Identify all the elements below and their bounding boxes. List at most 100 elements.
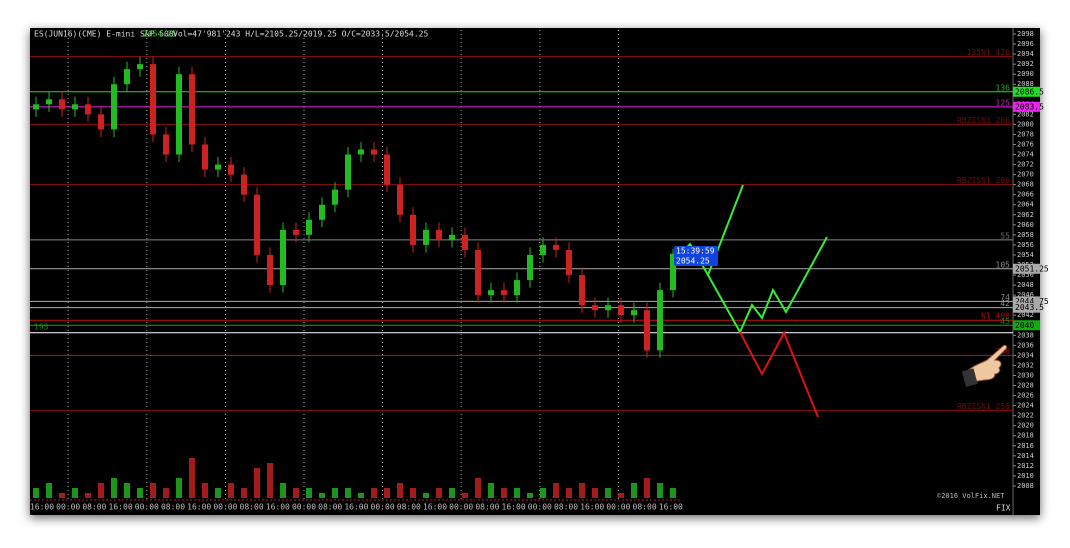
y-tick-label: 2014 [1017, 452, 1034, 460]
candle-body [267, 254, 273, 286]
x-tick-label: 16:00 [266, 503, 290, 512]
level-label: 74 [1000, 293, 1010, 302]
x-tick-label: 08:00 [82, 503, 106, 512]
volume-bar [137, 488, 143, 498]
candle-body [124, 69, 130, 85]
x-tick-label: 08:00 [633, 503, 657, 512]
candle-body [579, 275, 585, 306]
price-tag-label: 2083.5 [1015, 102, 1044, 111]
candle-body [202, 144, 208, 170]
candle-body [345, 154, 351, 190]
cursor-time: 15:39:59 [676, 247, 715, 256]
x-tick-label: 08:00 [318, 503, 342, 512]
candle-body [605, 305, 611, 311]
y-tick-label: 2046 [1017, 291, 1034, 299]
level-label: 105 [996, 260, 1011, 269]
y-tick-label: 2026 [1017, 392, 1034, 400]
x-tick-label: 16:00 [109, 503, 133, 512]
volume-bar [124, 483, 130, 498]
candle-body [384, 154, 390, 185]
volume-bar [410, 488, 416, 498]
x-tick-label: 16:00 [502, 503, 526, 512]
x-tick-label: 00:00 [371, 503, 395, 512]
y-tick-label: 2096 [1017, 40, 1034, 48]
level-label: 135N1 420 [967, 48, 1011, 57]
y-tick-label: 2020 [1017, 422, 1034, 430]
candle-body [33, 104, 39, 110]
candle-body [423, 229, 429, 245]
volume-bar [319, 493, 325, 498]
y-tick-label: 2066 [1017, 191, 1034, 199]
candle-body [488, 290, 494, 296]
volume-bar [631, 483, 637, 498]
candle-body [475, 249, 481, 296]
y-tick-label: 2060 [1017, 221, 1034, 229]
y-tick-label: 2012 [1017, 462, 1034, 470]
y-tick-label: 2038 [1017, 331, 1034, 339]
candle-body [670, 253, 676, 291]
volume-bar [475, 478, 481, 498]
y-tick-label: 2016 [1017, 442, 1034, 450]
candle-body [462, 234, 468, 250]
candle-body [501, 290, 507, 296]
level-label: 136 [996, 83, 1011, 92]
volume-bar [150, 483, 156, 498]
header-stats: Vol=47'981'243 H/L=2105.25/2019.25 O/C=2… [173, 30, 428, 39]
grid: 2008 2010 2012 2014 2016 2018 2020 2022 2024 2026… [30, 30, 1034, 512]
candle-body [618, 305, 624, 316]
volume-bar [657, 483, 663, 498]
candle-body [358, 149, 364, 155]
x-tick-label: 00:00 [449, 503, 473, 512]
volume-bar [202, 483, 208, 498]
level-label: N1 400 [981, 312, 1010, 321]
candle-body [137, 64, 143, 70]
x-tick-label: 00:00 [292, 503, 316, 512]
y-tick-label: 2088 [1017, 80, 1034, 88]
x-tick-label: 16:00 [659, 503, 683, 512]
y-tick-label: 2098 [1017, 30, 1034, 38]
y-tick-label: 2072 [1017, 161, 1034, 169]
y-tick-label: 2068 [1017, 181, 1034, 189]
volume-bar [605, 488, 611, 498]
levels: 135N1 420 136 2086.5 125 2083.5 RBZ1SN1 266 RB… [30, 48, 1049, 412]
x-tick-label: 16:00 [344, 503, 368, 512]
y-tick-label: 2094 [1017, 50, 1034, 58]
candle-body [280, 229, 286, 286]
candle-body [553, 244, 559, 250]
side-label: 193 [34, 323, 49, 332]
y-tick-label: 2078 [1017, 130, 1034, 138]
candle-body [111, 84, 117, 130]
volume-bar [592, 488, 598, 498]
candle-body [215, 164, 221, 170]
y-tick-label: 2058 [1017, 231, 1034, 239]
price-tag [1013, 296, 1040, 307]
volume-bar [397, 483, 403, 498]
volume-bar [293, 488, 299, 498]
y-tick-label: 2008 [1017, 482, 1034, 490]
y-tick-label: 2010 [1017, 472, 1034, 480]
volume-bar [358, 493, 364, 498]
y-tick-label: 2028 [1017, 382, 1034, 390]
candle-body [436, 229, 442, 240]
candle-body [319, 204, 325, 220]
volume-bar [670, 488, 676, 498]
candle-body [176, 74, 182, 155]
volume-bar [449, 488, 455, 498]
plot [33, 56, 676, 498]
price-tag [1013, 263, 1040, 274]
y-tick-label: 2076 [1017, 140, 1034, 148]
volume-bar [514, 488, 520, 498]
price-tag [1013, 320, 1040, 331]
hand-icon [961, 344, 1008, 387]
level-label: 125 [996, 98, 1011, 107]
volume-bar [332, 488, 338, 498]
volume-bar [228, 483, 234, 498]
volume-bar [176, 478, 182, 498]
volume-bar [241, 488, 247, 498]
volume-bar [488, 483, 494, 498]
candle-body [72, 104, 78, 110]
volume-bar [345, 488, 351, 498]
header-last: 2054.25 [143, 30, 177, 39]
